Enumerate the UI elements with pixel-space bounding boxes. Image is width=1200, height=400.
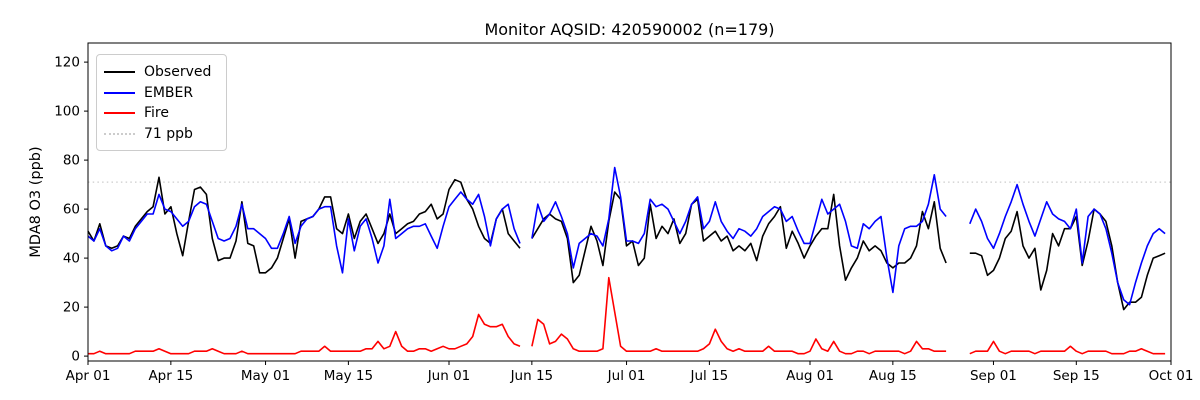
x-tick-label: Apr 01 (66, 368, 111, 384)
fire-line (969, 340, 1166, 355)
legend-label: EMBER (144, 84, 194, 101)
y-tick-label: 60 (63, 202, 80, 218)
x-tick-label: Jul 01 (607, 368, 646, 384)
x-tick-label: Jun 01 (427, 368, 471, 384)
x-tick-label: Apr 15 (148, 368, 193, 384)
ember-line (969, 183, 1166, 306)
fire-line (88, 313, 521, 355)
y-tick-label: 0 (71, 349, 80, 365)
legend-label: 71 ppb (144, 125, 193, 142)
x-tick-label: Jun 15 (510, 368, 554, 384)
chart-title: Monitor AQSID: 420590002 (n=179) (484, 20, 775, 39)
x-tick-label: Sep 01 (970, 368, 1017, 384)
plot-border (87, 42, 1172, 362)
x-tick-label: Oct 01 (1149, 368, 1194, 384)
x-tick-label: Jul 15 (690, 368, 729, 384)
x-tick-label: May 01 (241, 368, 290, 384)
y-tick-label: 40 (63, 251, 80, 267)
x-tick-label: Sep 15 (1053, 368, 1100, 384)
x-tick-label: Aug 01 (786, 368, 834, 384)
legend-entry-fire: Fire (104, 103, 216, 124)
observed-line (969, 208, 1166, 311)
y-axis-label: MDA8 O3 (ppb) (28, 146, 44, 258)
legend-entry-ember: EMBER (104, 83, 216, 104)
ember-line (531, 166, 947, 294)
ember-line-sample (104, 91, 135, 94)
x-tick-label: Aug 15 (869, 368, 917, 384)
ember-line (87, 191, 521, 274)
legend-label: Observed (144, 64, 212, 81)
y-tick-label: 80 (63, 153, 80, 169)
y-tick-label: 120 (54, 55, 80, 71)
y-tick-label: 100 (54, 104, 80, 120)
observed-line-sample (104, 71, 135, 74)
observed-line (87, 176, 521, 274)
legend-entry-threshold: 71 ppb (104, 124, 216, 145)
legend-entry-observed: Observed (104, 62, 216, 83)
fire-line-sample (104, 112, 135, 115)
y-tick-label: 20 (63, 300, 80, 316)
x-tick-label: May 15 (324, 368, 373, 384)
fire-line (531, 276, 947, 355)
threshold-line-sample (104, 132, 135, 135)
observed-line (531, 191, 947, 284)
legend: Observed EMBER Fire 71 ppb (96, 54, 227, 151)
legend-label: Fire (144, 105, 169, 122)
